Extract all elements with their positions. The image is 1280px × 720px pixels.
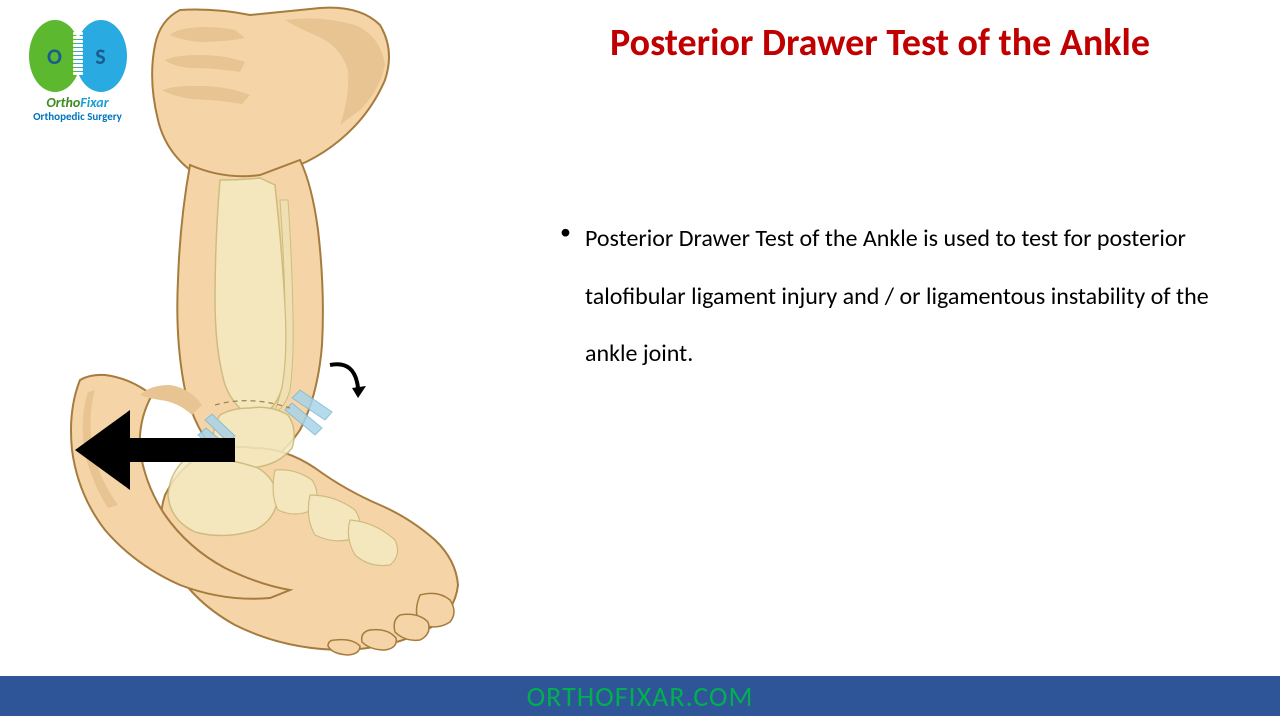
- slide-title: Posterior Drawer Test of the Ankle: [530, 20, 1230, 66]
- footer-text: ORTHOFIXAR.COM: [527, 679, 754, 714]
- bullet-item: • Posterior Drawer Test of the Ankle is …: [560, 210, 1260, 383]
- ankle-illustration: [60, 0, 480, 660]
- bullet-text: Posterior Drawer Test of the Ankle is us…: [585, 210, 1260, 383]
- footer-bar: ORTHOFIXAR.COM: [0, 676, 1280, 716]
- rotation-arrow-icon: [330, 364, 366, 398]
- slide: O S OrthoFixar Orthopedic Surgery: [0, 0, 1280, 720]
- content-area: • Posterior Drawer Test of the Ankle is …: [560, 210, 1260, 383]
- bullet-marker: •: [560, 218, 571, 245]
- upper-hand: [152, 8, 389, 181]
